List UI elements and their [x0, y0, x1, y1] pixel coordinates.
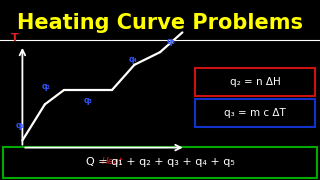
- Text: Heating Curve Problems: Heating Curve Problems: [17, 13, 303, 33]
- Text: q₁: q₁: [16, 122, 25, 130]
- Text: q₄: q₄: [128, 55, 137, 64]
- Text: Q = q₁ + q₂ + q₃ + q₄ + q₅: Q = q₁ + q₂ + q₃ + q₄ + q₅: [86, 158, 234, 167]
- Bar: [3, 147, 317, 178]
- Text: Heat: Heat: [101, 158, 123, 166]
- Text: q₃ = m c ΔT: q₃ = m c ΔT: [224, 108, 286, 118]
- Bar: [195, 68, 315, 96]
- Text: q₃: q₃: [84, 96, 92, 105]
- Text: q₅: q₅: [167, 37, 176, 46]
- Bar: [195, 99, 315, 127]
- Text: q₂: q₂: [42, 82, 51, 91]
- Text: T: T: [11, 33, 18, 43]
- Text: q₂ = n ΔH: q₂ = n ΔH: [230, 77, 281, 87]
